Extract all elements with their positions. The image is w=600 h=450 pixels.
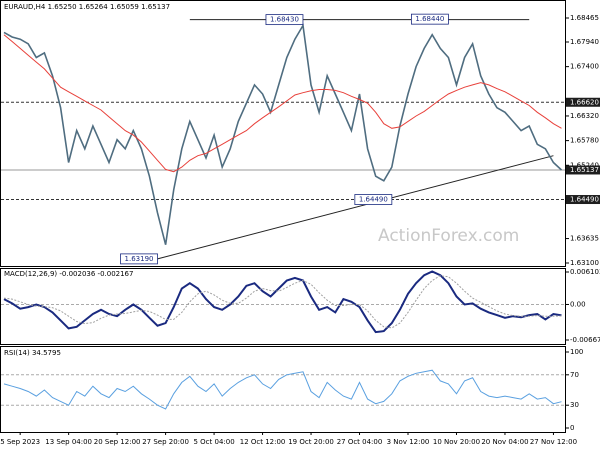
rsi-panel (0, 346, 566, 433)
x-tick-label: 27 Oct 04:00 (337, 438, 383, 446)
level-label: 1.65137 (570, 166, 599, 174)
x-tick-label: 27 Sep 20:00 (142, 438, 189, 446)
y-tick-label: -0.006679 (570, 336, 600, 344)
y-tick-label: 0.006103 (570, 268, 600, 276)
y-tick-label: 1.66320 (570, 112, 599, 120)
x-tick-label: 27 Nov 12:00 (530, 438, 577, 446)
y-tick-label: 0.00 (570, 300, 586, 308)
annotation-box (354, 194, 393, 205)
y-tick-label: 100 (570, 348, 583, 356)
x-tick-label: 13 Sep 04:00 (45, 438, 92, 446)
price-panel (0, 0, 566, 267)
x-tick-label: 20 Sep 12:00 (94, 438, 141, 446)
y-tick-label: 30 (570, 401, 579, 409)
y-tick-label: 1.65240 (570, 161, 599, 169)
series-line (3, 23, 563, 245)
y-tick-label: 1.67400 (570, 63, 599, 71)
panel-title: RSI(14) 34.5795 (4, 349, 61, 357)
level-label: 1.64490 (570, 196, 599, 204)
trend-line (157, 155, 554, 260)
panel-title: MACD(12,26,9) -0.002036 -0.002167 (4, 270, 133, 278)
level-label-box (566, 97, 600, 107)
series-line (3, 275, 562, 329)
y-tick-label: 70 (570, 371, 579, 379)
y-tick-label: 1.63100 (570, 259, 599, 267)
level-label: 1.66620 (570, 98, 599, 106)
x-tick-label: 10 Nov 20:00 (433, 438, 480, 446)
annotation-box (120, 253, 158, 265)
x-tick-label: 19 Oct 20:00 (288, 438, 334, 446)
y-tick-label: 1.65780 (570, 137, 599, 145)
level-label-box (566, 195, 600, 205)
series-line (3, 270, 562, 334)
x-tick-label: 3 Nov 12:00 (387, 438, 430, 446)
x-tick-label: 20 Nov 04:00 (481, 438, 528, 446)
annotation-label: 1.64490 (359, 196, 388, 204)
x-tick-label: 12 Oct 12:00 (240, 438, 286, 446)
macd-panel (0, 268, 566, 345)
y-tick-label: 1.63635 (570, 235, 599, 243)
annotation-label: 1.68430 (270, 16, 299, 24)
x-tick-label: 5 Sep 2023 (0, 438, 40, 446)
annotation-label: 1.63190 (125, 255, 154, 263)
series-line (3, 34, 562, 173)
level-label-box (566, 165, 600, 175)
series-line (3, 369, 562, 410)
y-tick-label: 1.68465 (570, 14, 599, 22)
x-tick-label: 5 Oct 04:00 (193, 438, 234, 446)
y-tick-label: 1.67940 (570, 38, 599, 46)
annotation-label: 1.68440 (415, 15, 444, 23)
annotation-box (410, 13, 449, 25)
annotation-box (265, 14, 304, 26)
panel-title: EURAUD,H4 1.65250 1.65264 1.65059 1.6513… (4, 3, 170, 11)
watermark: ActionForex.com (378, 226, 519, 246)
y-tick-label: 0 (570, 424, 574, 432)
